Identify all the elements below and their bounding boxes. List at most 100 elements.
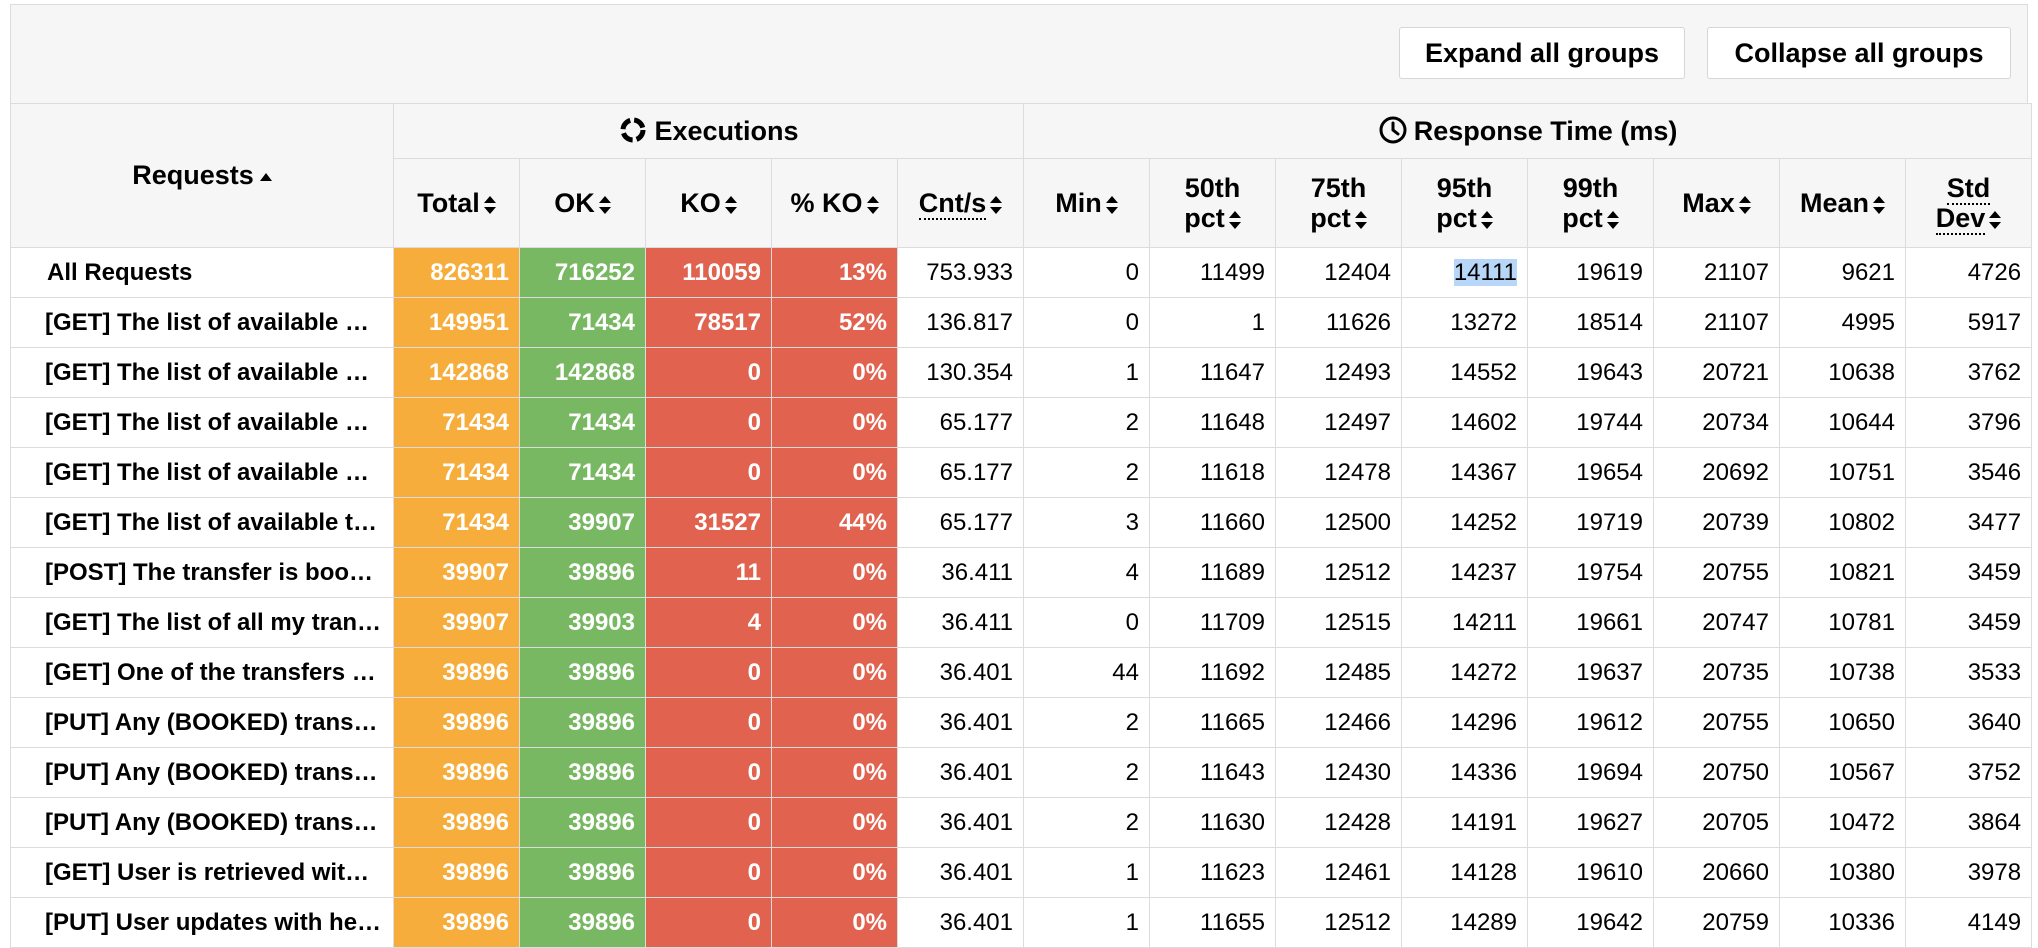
table-row[interactable]: [GET] One of the transfers (… 39896 39896 0… (10, 647, 2033, 698)
request-name[interactable]: [GET] The list of available t… (10, 497, 394, 548)
table-row[interactable]: [GET] The list of all my tran… 39907 39903… (10, 597, 2033, 648)
pct95-cell: 14296 (1401, 697, 1528, 748)
request-name[interactable]: [GET] The list of available … (10, 447, 394, 498)
ok-cell: 39903 (519, 597, 646, 648)
pct50-cell: 1 (1149, 297, 1276, 348)
table-row[interactable]: [PUT] User updates with he… 39896 39896 0 0%… (10, 897, 2033, 948)
table-row[interactable]: [GET] The list of available … 71434 71434 0… (10, 447, 2033, 498)
table-row[interactable]: [PUT] Any (BOOKED) trans… 39896 39896 0 0% 36… (10, 697, 2033, 748)
expand-all-groups-button[interactable]: Expand all groups (1399, 27, 1685, 79)
pct75-cell-value: 12497 (1324, 408, 1391, 436)
mean-cell-value: 4995 (1841, 308, 1895, 336)
table-row[interactable]: [GET] The list of available t… 71434 39907… (10, 497, 2033, 548)
request-name[interactable]: [PUT] Any (BOOKED) trans… (10, 697, 394, 748)
pct75-cell: 12466 (1275, 697, 1402, 748)
col-75th-pct[interactable]: 75th pct (1275, 158, 1402, 248)
pct75-cell-value: 12430 (1324, 758, 1391, 786)
table-row[interactable]: [GET] The list of available … 142868 14286… (10, 347, 2033, 398)
pct75-cell-value: 12428 (1324, 808, 1391, 836)
cnt-per-sec-cell-value: 36.401 (939, 708, 1013, 736)
std-dev-cell: 4149 (1904, 897, 2033, 948)
table-row[interactable]: [PUT] Any (BOOKED) trans… 39896 39896 0 0% 36… (10, 797, 2033, 848)
collapse-all-groups-button[interactable]: Collapse all groups (1707, 27, 2011, 79)
pct99-cell: 19637 (1527, 647, 1654, 698)
pct99-cell: 19654 (1527, 447, 1654, 498)
cnt-per-sec-cell: 36.411 (897, 547, 1024, 598)
total-cell: 142868 (393, 347, 520, 398)
sort-icon (598, 195, 611, 215)
col-95th-pct[interactable]: 95th pct (1401, 158, 1528, 248)
col-total[interactable]: Total (393, 158, 520, 248)
table-row[interactable]: [PUT] Any (BOOKED) trans… 39896 39896 0 0% 36… (10, 747, 2033, 798)
requests-header[interactable]: Requests (10, 103, 394, 248)
pct99-cell: 19661 (1527, 597, 1654, 648)
ko-cell-value: 0 (747, 658, 761, 686)
max-cell: 20660 (1653, 847, 1780, 898)
request-name[interactable]: All Requests (10, 247, 394, 298)
col-ok[interactable]: OK (519, 158, 646, 248)
request-name-value: [GET] The list of available t… (45, 508, 378, 536)
ko-cell: 0 (645, 897, 772, 948)
request-name[interactable]: [GET] User is retrieved wit… (10, 847, 394, 898)
pct95-cell-value: 14191 (1450, 808, 1517, 836)
col-mean-label: Mean (1799, 188, 1870, 218)
col-ko[interactable]: KO (645, 158, 772, 248)
request-name[interactable]: [PUT] User updates with he… (10, 897, 394, 948)
min-cell-value: 1 (1125, 358, 1139, 386)
cnt-per-sec-cell-value: 36.401 (939, 858, 1013, 886)
request-name[interactable]: [GET] The list of available … (10, 397, 394, 448)
pct75-cell: 12515 (1275, 597, 1402, 648)
pct50-cell: 11618 (1149, 447, 1276, 498)
request-name[interactable]: [GET] One of the transfers (… (10, 647, 394, 698)
col-std-dev[interactable]: Std Dev (1904, 158, 2033, 248)
mean-cell-value: 10472 (1828, 808, 1895, 836)
pct99-cell-value: 19754 (1576, 558, 1643, 586)
pct99-cell: 19754 (1527, 547, 1654, 598)
request-name[interactable]: [POST] The transfer is boo… (10, 547, 394, 598)
request-name-value: [GET] The list of available … (45, 358, 370, 386)
col-cnt-per-sec[interactable]: Cnt/s (897, 158, 1024, 248)
pct99-cell-value: 19643 (1576, 358, 1643, 386)
pct75-cell-value: 12466 (1324, 708, 1391, 736)
col-99th-pct[interactable]: 99th pct (1527, 158, 1654, 248)
pct95-cell-value: 13272 (1450, 308, 1517, 336)
col-50th-pct[interactable]: 50th pct (1149, 158, 1276, 248)
ok-cell-value: 39896 (568, 558, 635, 586)
max-cell-value: 20747 (1702, 608, 1769, 636)
col-95th-label: 95th (1436, 173, 1493, 203)
table-row[interactable]: [GET] The list of available … 149951 71434… (10, 297, 2033, 348)
mean-cell-value: 10336 (1828, 908, 1895, 936)
pct95-cell-value: 14296 (1450, 708, 1517, 736)
col-95th-pct-label: pct (1436, 203, 1477, 233)
min-cell-value: 3 (1125, 508, 1139, 536)
col-percent-ko[interactable]: % KO (771, 158, 898, 248)
mean-cell-value: 10781 (1828, 608, 1895, 636)
request-name[interactable]: [GET] The list of available … (10, 297, 394, 348)
table-row[interactable]: [GET] The list of available … 71434 71434 0… (10, 397, 2033, 448)
pct95-cell: 14272 (1401, 647, 1528, 698)
request-name[interactable]: [PUT] Any (BOOKED) trans… (10, 747, 394, 798)
col-min[interactable]: Min (1023, 158, 1150, 248)
table-row-all-requests[interactable]: All Requests 826311 716252 110059 13% 753.933… (10, 247, 2033, 298)
min-cell-value: 2 (1125, 708, 1139, 736)
min-cell-value: 1 (1125, 908, 1139, 936)
pct50-cell-value: 11648 (1200, 408, 1265, 436)
max-cell-value: 20759 (1702, 908, 1769, 936)
percent-ko-cell-value: 52% (838, 308, 887, 336)
col-mean[interactable]: Mean (1779, 158, 1906, 248)
ok-cell: 39907 (519, 497, 646, 548)
table-row[interactable]: [POST] The transfer is boo… 39907 39896 11 0… (10, 547, 2033, 598)
total-cell: 39896 (393, 797, 520, 848)
table-row[interactable]: [GET] User is retrieved wit… 39896 39896 0 0… (10, 847, 2033, 898)
col-max[interactable]: Max (1653, 158, 1780, 248)
ok-cell-value: 142868 (554, 358, 635, 386)
std-dev-cell-value: 5917 (1967, 308, 2022, 336)
request-name[interactable]: [GET] The list of available … (10, 347, 394, 398)
cnt-per-sec-cell: 65.177 (897, 497, 1024, 548)
pct99-cell-value: 19612 (1576, 708, 1643, 736)
ko-cell-value: 0 (747, 808, 761, 836)
ok-cell-value: 71434 (568, 308, 635, 336)
request-name[interactable]: [PUT] Any (BOOKED) trans… (10, 797, 394, 848)
pct50-cell-value: 11665 (1200, 708, 1265, 736)
request-name[interactable]: [GET] The list of all my tran… (10, 597, 394, 648)
